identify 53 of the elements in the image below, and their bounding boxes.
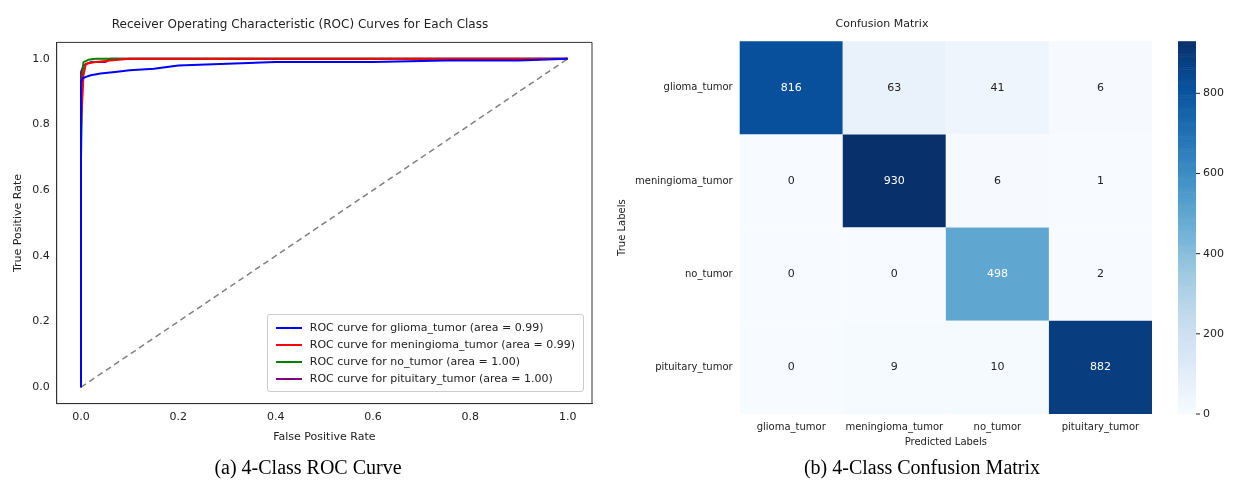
chart-title: Confusion Matrix [835, 17, 929, 31]
y-axis-title: True Labels [615, 199, 627, 257]
data-label: 882 [1089, 360, 1111, 374]
y-tick-label: 0.6 [32, 183, 50, 197]
x-axis-title: Predicted Labels [904, 435, 987, 447]
data-label: 0 [787, 173, 795, 187]
legend-label: ROC curve for meningioma_tumor (area = 0.99) [309, 337, 575, 353]
y-tick-label: 1.0 [32, 51, 50, 65]
chart-title: Receiver Operating Characteristic (ROC) Curves for Each Class [111, 17, 489, 32]
legend-label: ROC curve for pituitary_tumor (area = 1.00) [309, 371, 553, 387]
text: (a) 4-Class ROC Curve [213, 456, 403, 479]
y-tick-label: meningioma_tumor [634, 174, 734, 187]
y-tick-label: no_tumor [685, 267, 734, 280]
data-label: 930 [883, 173, 905, 187]
x-tick-label: 1.0 [558, 410, 577, 424]
x-tick-label: no_tumor [973, 420, 1023, 433]
data-label: 10 [990, 360, 1005, 374]
data-label: 9 [890, 360, 898, 374]
x-tick-label: pituitary_tumor [1061, 420, 1141, 433]
legend-label: ROC curve for glioma_tumor (area = 0.99) [309, 320, 544, 336]
x-tick-label: glioma_tumor [756, 420, 827, 433]
x-tick-label: 0.0 [72, 410, 90, 424]
data-label: 1 [1096, 173, 1104, 187]
x-tick-label: 0.6 [364, 410, 382, 424]
color-bar-label: 600 [1203, 166, 1224, 180]
color-bar-label: 0 [1203, 406, 1210, 420]
color-bar-label: 800 [1203, 86, 1224, 100]
x-tick-label: 0.8 [461, 410, 480, 424]
y-tick-label: 0.4 [32, 248, 50, 262]
y-axis-title: True Positive Rate [11, 173, 25, 273]
data-label: 6 [993, 173, 1001, 187]
data-label: 41 [990, 80, 1005, 94]
data-label: 2 [1096, 267, 1104, 281]
color-bar-label: 400 [1203, 246, 1224, 260]
y-tick-label: 0.2 [32, 314, 50, 328]
y-tick-label: 0.0 [32, 380, 50, 394]
data-label: 6 [1096, 80, 1104, 94]
data-label: 0 [787, 267, 795, 281]
x-axis-title: False Positive Rate [273, 430, 376, 444]
data-label: 0 [787, 360, 795, 374]
color-bar-label: 200 [1203, 326, 1224, 340]
text: (b) 4-Class Confusion Matrix [802, 456, 1042, 479]
y-tick-label: 0.8 [32, 117, 50, 131]
y-tick-label: glioma_tumor [663, 81, 734, 94]
data-label: 498 [986, 267, 1008, 281]
legend-label: ROC curve for no_tumor (area = 1.00) [309, 354, 520, 370]
x-tick-label: 0.2 [169, 410, 188, 424]
x-tick-label: 0.4 [266, 410, 285, 424]
x-tick-label: meningioma_tumor [845, 420, 945, 433]
y-tick-label: pituitary_tumor [655, 360, 734, 373]
data-label: 0 [890, 267, 898, 281]
data-label: 63 [887, 80, 902, 94]
data-label: 816 [780, 80, 802, 94]
